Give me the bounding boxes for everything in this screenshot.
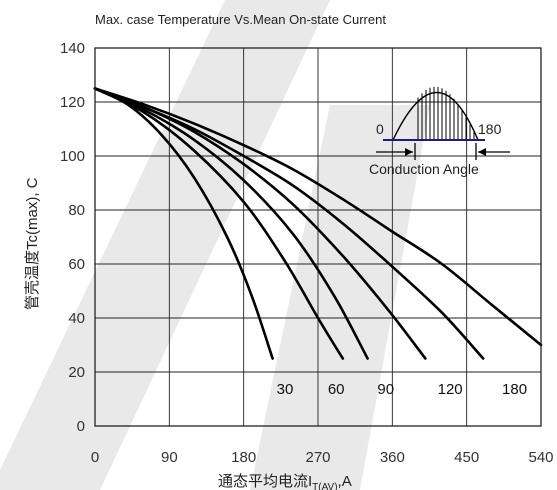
y-tick-label: 20 [68, 364, 85, 381]
x-axis-label-sub: T(AV) [312, 482, 337, 490]
x-tick-label: 90 [161, 449, 178, 466]
inset-label-end: 180 [478, 121, 502, 137]
y-tick-label: 100 [60, 148, 85, 165]
series-line [93, 87, 485, 360]
series-labels: 30 60 90 120 180 [277, 381, 527, 398]
inset-half-sine [392, 92, 479, 141]
inset-arrow-head-left [405, 148, 413, 156]
inset-arrow-head-right [478, 148, 486, 156]
x-tick-label: 0 [91, 449, 99, 466]
series-label: 60 [328, 381, 345, 398]
y-tick-labels: 0 20 40 60 80 100 120 140 [60, 40, 85, 435]
series-label: 120 [438, 381, 463, 398]
chart-title: Max. case Temperature Vs.Mean On-state C… [95, 12, 386, 27]
inset-hatch [417, 86, 475, 140]
y-tick-label: 80 [68, 202, 85, 219]
series-label: 30 [277, 381, 294, 398]
x-tick-label: 450 [454, 449, 479, 466]
watermark [0, 0, 430, 490]
x-tick-label: 540 [528, 449, 553, 466]
y-tick-label: 40 [68, 310, 85, 327]
series-line [93, 87, 543, 347]
x-axis-label: 通态平均电流IT(AV),A [218, 473, 352, 490]
inset-label-start: 0 [376, 121, 384, 137]
x-axis-label-tail: ,A [338, 473, 352, 490]
plot-frame [94, 47, 542, 427]
x-tick-label: 180 [231, 449, 256, 466]
series-group [93, 87, 543, 360]
y-axis-label: 管壳温度Tc(max), C [24, 177, 41, 310]
x-tick-label: 360 [380, 449, 405, 466]
conduction-angle-inset: 0 180 Conduction Angle [369, 86, 510, 177]
x-tick-label: 270 [305, 449, 330, 466]
inset-caption: Conduction Angle [369, 161, 479, 177]
y-tick-label: 60 [68, 256, 85, 273]
x-tick-labels: 0 90 180 270 360 450 540 [91, 449, 554, 466]
series-line [93, 87, 345, 360]
y-tick-label: 0 [77, 418, 85, 435]
series-label: 180 [502, 381, 527, 398]
series-line [93, 87, 369, 360]
y-tick-label: 120 [60, 94, 85, 111]
x-axis-label-main: 通态平均电流I [218, 473, 312, 490]
series-label: 90 [377, 381, 394, 398]
y-tick-label: 140 [60, 40, 85, 57]
